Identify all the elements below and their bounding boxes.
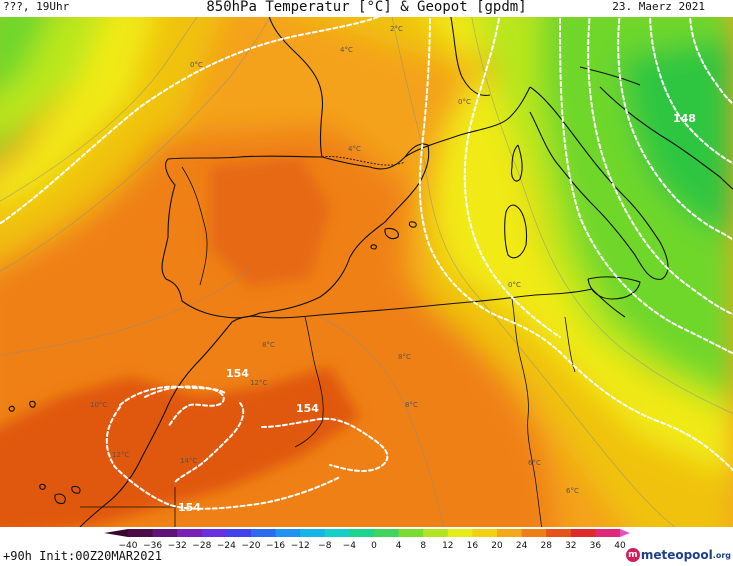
geopot-label: 154 [296, 402, 319, 415]
geopotential-contours [0, 17, 733, 510]
temp-label: 0°C [190, 61, 203, 69]
colorbar-tick-label: −24 [217, 541, 236, 549]
colorbar-tick-label: −32 [168, 541, 187, 549]
temp-label: 0°C [458, 98, 471, 106]
colorbar-swatch [374, 529, 400, 537]
colorbar-swatch [423, 529, 449, 537]
geopot-labels: 154 154 154 148 [178, 112, 696, 514]
temp-label: 8°C [405, 401, 418, 409]
colorbar-swatch [300, 529, 326, 537]
colorbar-tick-label: −40 [119, 541, 138, 549]
temp-label: 10°C [90, 401, 107, 409]
colorbar-swatch [324, 529, 350, 537]
geopot-label: 154 [226, 367, 249, 380]
colorbar-tick-label: −8 [318, 541, 332, 549]
colorbar-tick-label: −28 [192, 541, 211, 549]
geopot-label: 148 [673, 112, 696, 125]
colorbar-tick-label: −36 [143, 541, 162, 549]
colorbar-swatch [521, 529, 547, 537]
colorbar-tick-label: −16 [266, 541, 285, 549]
colorbar-tick-label: 12 [442, 541, 453, 549]
colorbar-swatch [447, 529, 473, 537]
colorbar-swatch [497, 529, 523, 537]
colorbar-swatch [201, 529, 227, 537]
colorbar-swatch [128, 529, 154, 537]
colorbar-swatch [398, 529, 424, 537]
colorbar-tick-label: 36 [590, 541, 602, 549]
colorbar-tick-label: 4 [396, 541, 402, 549]
temp-label: 2°C [390, 25, 403, 33]
temp-label: 6°C [528, 459, 541, 467]
colorbar-swatch [251, 529, 277, 537]
colorbar-tick-label: 8 [420, 541, 426, 549]
colorbar-tick-label: 32 [565, 541, 576, 549]
logo-suffix: .org [712, 550, 731, 560]
temp-label: 8°C [398, 353, 411, 361]
colorbar-swatch [152, 529, 178, 537]
geopot-label: 154 [178, 501, 201, 514]
colorbar-swatch [595, 529, 621, 537]
colorbar-arrow-right [620, 529, 630, 537]
map-header: ???, 19Uhr 850hPa Temperatur [°C] & Geop… [0, 0, 733, 18]
temp-label: 12°C [112, 451, 129, 459]
init-time-label: +90h Init:00Z20MAR2021 [3, 549, 162, 563]
colorbar-swatch [546, 529, 572, 537]
temp-label: 8°C [262, 341, 275, 349]
colorbar-tick-label: 40 [614, 541, 626, 549]
colorbar-swatch [570, 529, 596, 537]
colorbar-swatch [226, 529, 252, 537]
temperature-isolines [0, 17, 733, 527]
temp-label: 14°C [180, 457, 197, 465]
temperature-colorbar: −40 −36 −32 −28 −24 −20 −16 −12 −8 −4 0 4 8 12 16 20 24 2… [104, 529, 630, 549]
colorbar-tick-label: 28 [540, 541, 552, 549]
logo-text: meteopool [640, 548, 713, 562]
temp-label: 6°C [566, 487, 579, 495]
temperature-field [0, 17, 733, 527]
colorbar-swatch [275, 529, 301, 537]
colorbar-tick-label: −12 [291, 541, 310, 549]
meteopool-logo[interactable]: m meteopool .org [625, 546, 731, 564]
colorbar-tick-label: −20 [242, 541, 261, 549]
map-title: 850hPa Temperatur [°C] & Geopot [gpdm] [206, 0, 527, 15]
colorbar-tick-label: 16 [467, 541, 479, 549]
temp-label: 4°C [340, 46, 353, 54]
legend-area: −40 −36 −32 −28 −24 −20 −16 −12 −8 −4 0 4 8 12 16 20 24 2… [0, 527, 733, 566]
forecast-date: 23. Maerz 2021 [612, 0, 705, 13]
colorbar-tick-label: 20 [491, 541, 503, 549]
temp-label: 0°C [508, 281, 521, 289]
colorbar-arrow-left [104, 529, 128, 537]
colorbar-tick-label: −4 [343, 541, 357, 549]
temp-label: 4°C [348, 145, 361, 153]
colorbar-tick-label: 0 [371, 541, 377, 549]
temp-label: 12°C [250, 379, 267, 387]
weather-map: 154 154 154 148 0°C 4°C 2°C 0°C 4°C 8°C … [0, 17, 733, 527]
colorbar-tick-label: 24 [516, 541, 528, 549]
colorbar-swatch [349, 529, 375, 537]
forecast-time-label: ???, 19Uhr [3, 0, 70, 13]
colorbar-swatch [177, 529, 203, 537]
colorbar-swatch [472, 529, 498, 537]
logo-mark-icon: m [625, 548, 640, 562]
temperature-labels: 0°C 4°C 2°C 0°C 4°C 8°C 10°C 12°C 14°C 1… [90, 25, 579, 495]
